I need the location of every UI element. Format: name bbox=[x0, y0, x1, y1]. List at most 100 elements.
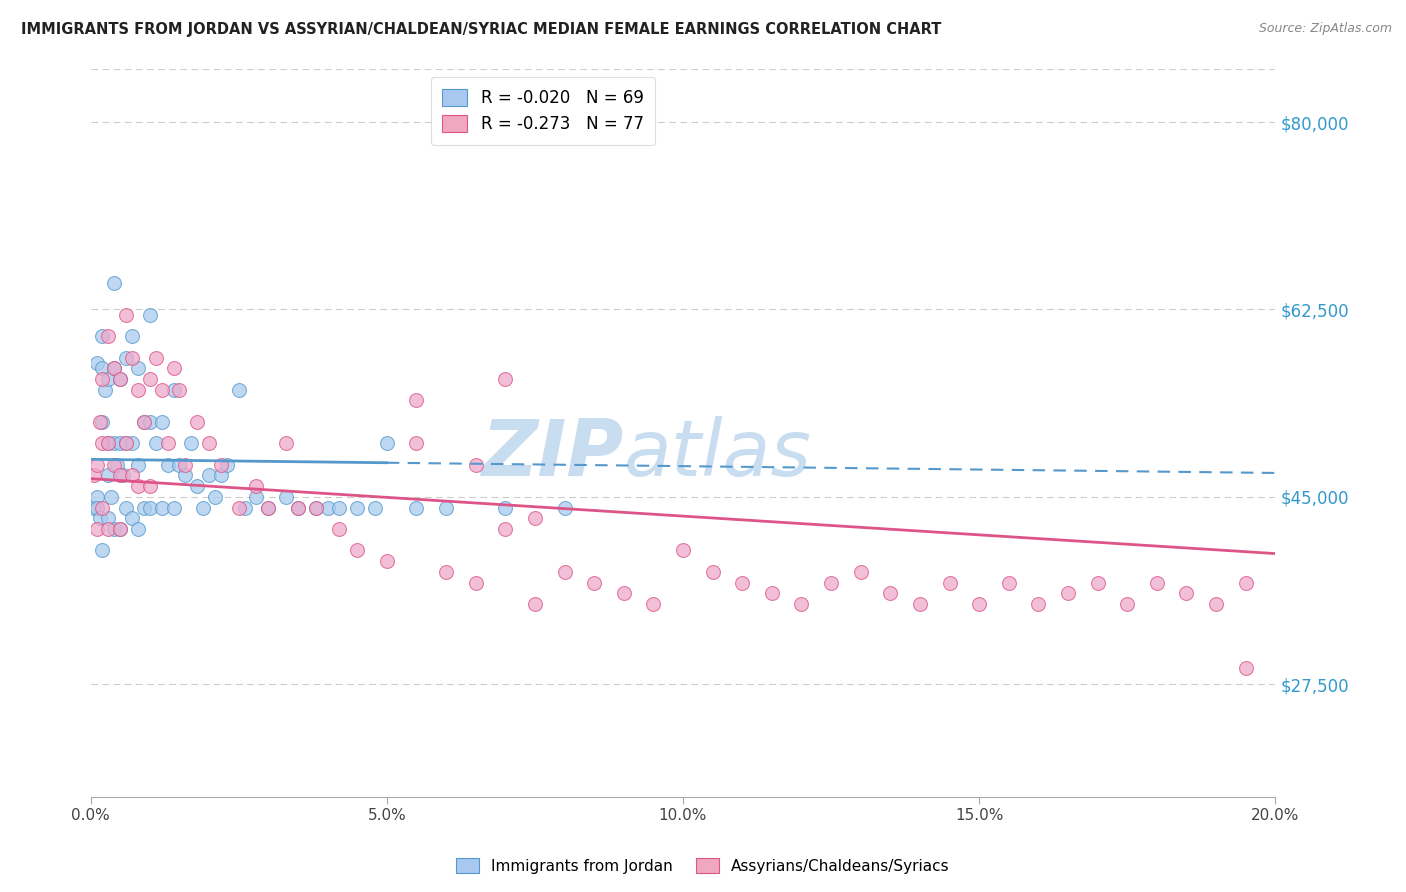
Point bbox=[110, 372, 132, 386]
Point bbox=[127, 458, 149, 472]
Point bbox=[97, 372, 120, 386]
Point bbox=[145, 351, 167, 365]
Point bbox=[127, 361, 149, 376]
Point bbox=[115, 500, 138, 515]
Point bbox=[110, 372, 132, 386]
Point bbox=[204, 490, 226, 504]
Point bbox=[100, 490, 122, 504]
Point bbox=[245, 490, 267, 504]
Point bbox=[938, 575, 960, 590]
Point bbox=[198, 468, 221, 483]
Point bbox=[702, 565, 724, 579]
Point bbox=[103, 361, 125, 376]
Point bbox=[1205, 597, 1227, 611]
Point bbox=[150, 500, 173, 515]
Point bbox=[91, 361, 114, 376]
Point bbox=[91, 436, 114, 450]
Point bbox=[121, 436, 143, 450]
Point bbox=[405, 500, 427, 515]
Point bbox=[879, 586, 901, 600]
Point bbox=[672, 543, 695, 558]
Point bbox=[150, 383, 173, 397]
Point bbox=[156, 436, 179, 450]
Point bbox=[434, 565, 457, 579]
Point bbox=[110, 522, 132, 536]
Point bbox=[346, 543, 368, 558]
Point bbox=[257, 500, 280, 515]
Point bbox=[405, 393, 427, 408]
Point bbox=[364, 500, 387, 515]
Point bbox=[91, 543, 114, 558]
Point bbox=[139, 308, 162, 322]
Point bbox=[464, 575, 486, 590]
Point bbox=[169, 383, 191, 397]
Legend: Immigrants from Jordan, Assyrians/Chaldeans/Syriacs: Immigrants from Jordan, Assyrians/Chalde… bbox=[450, 852, 956, 880]
Point bbox=[115, 308, 138, 322]
Point bbox=[1234, 661, 1257, 675]
Point bbox=[215, 458, 238, 472]
Point bbox=[127, 479, 149, 493]
Point bbox=[103, 361, 125, 376]
Point bbox=[1087, 575, 1109, 590]
Legend: R = -0.020   N = 69, R = -0.273   N = 77: R = -0.020 N = 69, R = -0.273 N = 77 bbox=[430, 77, 655, 145]
Point bbox=[132, 500, 155, 515]
Point bbox=[1175, 586, 1198, 600]
Point bbox=[731, 575, 754, 590]
Point bbox=[103, 522, 125, 536]
Point bbox=[112, 468, 135, 483]
Point bbox=[643, 597, 665, 611]
Point bbox=[274, 490, 297, 504]
Point bbox=[115, 351, 138, 365]
Point bbox=[305, 500, 328, 515]
Point bbox=[86, 500, 108, 515]
Text: Source: ZipAtlas.com: Source: ZipAtlas.com bbox=[1258, 22, 1392, 36]
Point bbox=[228, 383, 250, 397]
Point bbox=[405, 436, 427, 450]
Point bbox=[91, 372, 114, 386]
Point bbox=[162, 361, 184, 376]
Point bbox=[553, 500, 575, 515]
Point bbox=[209, 458, 232, 472]
Point bbox=[494, 522, 516, 536]
Point bbox=[191, 500, 214, 515]
Point bbox=[174, 468, 197, 483]
Point bbox=[105, 458, 128, 472]
Text: ZIP: ZIP bbox=[481, 417, 624, 492]
Point bbox=[115, 436, 138, 450]
Point bbox=[115, 436, 138, 450]
Point bbox=[94, 383, 117, 397]
Point bbox=[375, 436, 398, 450]
Point bbox=[97, 329, 120, 343]
Point bbox=[139, 500, 162, 515]
Point bbox=[523, 597, 546, 611]
Point bbox=[139, 479, 162, 493]
Point bbox=[89, 511, 111, 525]
Point bbox=[209, 468, 232, 483]
Point bbox=[274, 436, 297, 450]
Point bbox=[375, 554, 398, 568]
Point bbox=[121, 329, 143, 343]
Point bbox=[186, 479, 208, 493]
Point bbox=[121, 351, 143, 365]
Point bbox=[228, 500, 250, 515]
Text: IMMIGRANTS FROM JORDAN VS ASSYRIAN/CHALDEAN/SYRIAC MEDIAN FEMALE EARNINGS CORREL: IMMIGRANTS FROM JORDAN VS ASSYRIAN/CHALD… bbox=[21, 22, 942, 37]
Point bbox=[494, 500, 516, 515]
Point bbox=[121, 468, 143, 483]
Point bbox=[186, 415, 208, 429]
Point bbox=[97, 511, 120, 525]
Point bbox=[613, 586, 636, 600]
Point bbox=[287, 500, 309, 515]
Point bbox=[464, 458, 486, 472]
Point bbox=[316, 500, 339, 515]
Point bbox=[523, 511, 546, 525]
Point bbox=[1028, 597, 1050, 611]
Point bbox=[305, 500, 328, 515]
Point bbox=[1057, 586, 1080, 600]
Point bbox=[97, 468, 120, 483]
Point bbox=[1146, 575, 1168, 590]
Point bbox=[328, 522, 350, 536]
Point bbox=[132, 415, 155, 429]
Point bbox=[103, 276, 125, 290]
Point bbox=[150, 415, 173, 429]
Point bbox=[583, 575, 606, 590]
